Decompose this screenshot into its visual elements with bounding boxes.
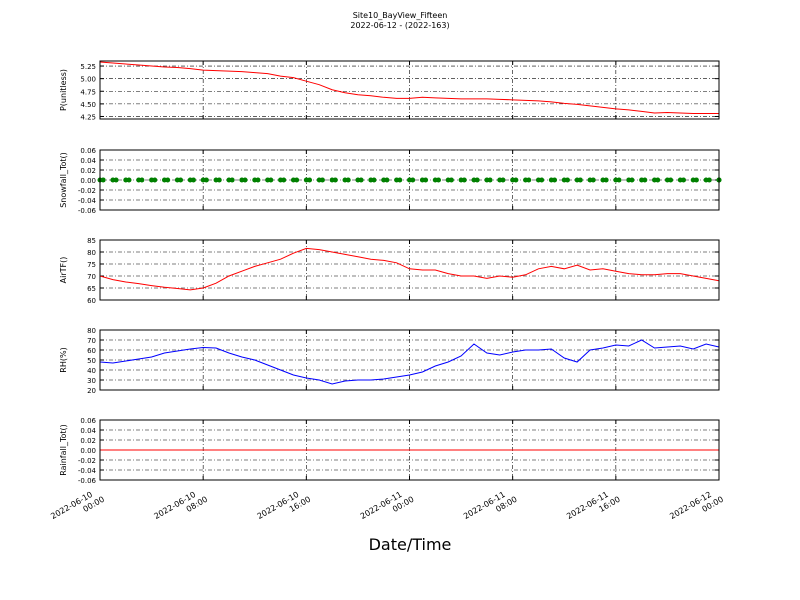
y-tick-label: -0.04: [78, 197, 97, 205]
y-tick-label: 0.04: [80, 427, 96, 435]
data-point: [384, 177, 390, 183]
y-tick-label: 5.25: [80, 63, 96, 71]
data-point: [513, 177, 519, 183]
y-tick-label: 4.50: [80, 101, 96, 109]
data-point: [526, 177, 532, 183]
data-point: [693, 177, 699, 183]
y-tick-label: 0.06: [80, 147, 96, 155]
y-tick-label: 70: [87, 337, 96, 345]
data-point: [307, 177, 313, 183]
data-point: [294, 177, 300, 183]
y-tick-label: 5.00: [80, 76, 96, 84]
data-point: [371, 177, 377, 183]
data-point: [500, 177, 506, 183]
data-point: [448, 177, 454, 183]
y-tick-label: -0.04: [78, 467, 97, 475]
data-point: [345, 177, 351, 183]
data-point: [616, 177, 622, 183]
plot-frame: [99, 60, 720, 120]
y-tick-label: 0.02: [80, 167, 96, 175]
y-tick-label: 65: [87, 285, 96, 293]
y-tick-label: 85: [87, 237, 96, 245]
data-point: [268, 177, 274, 183]
y-tick-label: -0.02: [78, 457, 96, 465]
data-point: [564, 177, 570, 183]
plot-frame: [99, 329, 720, 391]
data-point: [203, 177, 209, 183]
data-point: [152, 177, 158, 183]
y-axis-label: P(unitless): [59, 69, 68, 111]
data-point: [397, 177, 403, 183]
data-point: [358, 177, 364, 183]
data-point: [113, 177, 119, 183]
y-tick-label: 0.00: [80, 177, 96, 185]
y-tick-label: 60: [87, 347, 96, 355]
y-axis-label: Snowfall_Tot(): [59, 152, 68, 208]
y-tick-label: 70: [87, 273, 96, 281]
x-axis-label: Date/Time: [369, 535, 452, 554]
chart-subtitle: 2022-06-12 - (2022-163): [350, 21, 449, 30]
data-point: [126, 177, 132, 183]
y-axis-label: RH(%): [59, 347, 68, 372]
y-tick-label: 60: [87, 297, 96, 305]
data-point: [319, 177, 325, 183]
data-point: [642, 177, 648, 183]
plot-frame: [99, 149, 720, 211]
y-axis-label: AirTF(): [59, 257, 68, 284]
data-point: [216, 177, 222, 183]
data-point: [229, 177, 235, 183]
data-point: [139, 177, 145, 183]
data-point: [474, 177, 480, 183]
y-tick-label: 80: [87, 249, 96, 257]
data-point: [242, 177, 248, 183]
data-point: [539, 177, 545, 183]
y-tick-label: 4.75: [80, 88, 96, 96]
y-tick-label: 80: [87, 327, 96, 335]
data-point: [655, 177, 661, 183]
chart-title: Site10_BayView_Fifteen: [353, 11, 448, 20]
plot-frame: [99, 419, 720, 481]
data-point: [668, 177, 674, 183]
y-tick-label: 40: [87, 367, 96, 375]
data-point: [100, 177, 106, 183]
y-tick-label: -0.06: [78, 477, 97, 485]
data-point: [423, 177, 429, 183]
data-point: [603, 177, 609, 183]
data-point: [255, 177, 261, 183]
data-point: [487, 177, 493, 183]
y-tick-label: 20: [87, 387, 96, 395]
y-tick-label: 30: [87, 377, 96, 385]
y-tick-label: 0.04: [80, 157, 96, 165]
data-point: [190, 177, 196, 183]
y-axis-label: Rainfall_Tot(): [59, 424, 68, 476]
y-tick-label: 0.02: [80, 437, 96, 445]
data-point: [590, 177, 596, 183]
y-tick-label: -0.02: [78, 187, 96, 195]
data-point: [629, 177, 635, 183]
data-line: [99, 247, 720, 291]
y-tick-label: 50: [87, 357, 96, 365]
data-point: [332, 177, 338, 183]
data-line: [99, 339, 720, 385]
data-point: [435, 177, 441, 183]
data-point: [577, 177, 583, 183]
data-point: [410, 177, 416, 183]
data-point: [552, 177, 558, 183]
y-tick-label: 75: [87, 261, 96, 269]
y-tick-label: 0.00: [80, 447, 96, 455]
data-point: [165, 177, 171, 183]
data-line: [99, 61, 719, 114]
y-tick-label: -0.06: [78, 207, 97, 215]
y-tick-label: 4.25: [80, 113, 96, 121]
data-point: [706, 177, 712, 183]
plot-frame: [99, 239, 720, 301]
data-point: [281, 177, 287, 183]
data-point: [178, 177, 184, 183]
y-tick-label: 0.06: [80, 417, 96, 425]
data-point: [681, 177, 687, 183]
data-point: [461, 177, 467, 183]
